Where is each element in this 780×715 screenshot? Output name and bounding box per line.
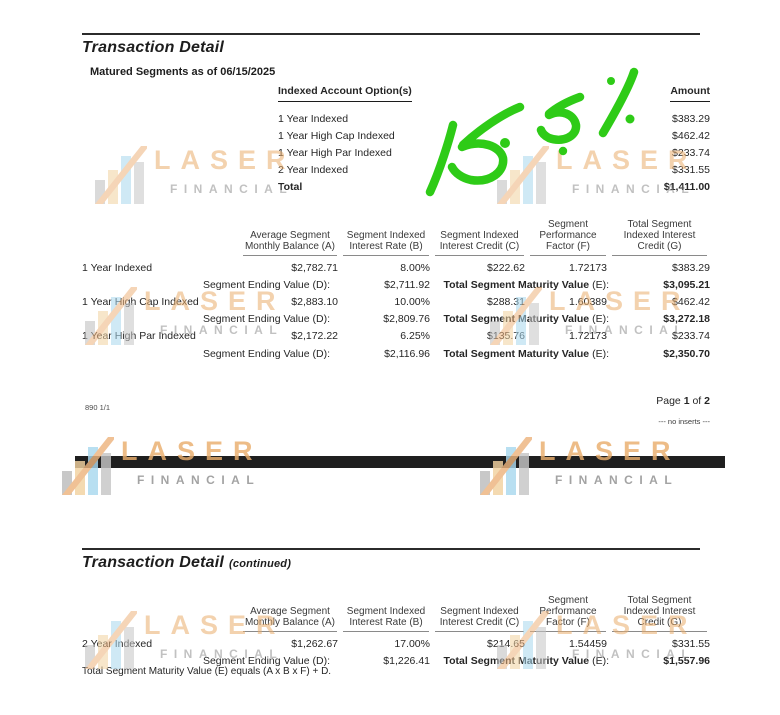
segment-ending-value-label: Segment Ending Value (D):: [202, 313, 330, 326]
amount-header: Amount: [670, 85, 710, 102]
segment-ending-value: $2,809.76: [383, 313, 430, 326]
cell-g: $233.74: [672, 330, 710, 343]
segment-label: 1 Year High Cap Indexed: [82, 295, 199, 308]
table-header-row: Average Segment Monthly Balance (A) Segm…: [82, 590, 710, 632]
cell-g: $462.42: [672, 295, 710, 308]
section-subtitle: Matured Segments as of 06/15/2025: [90, 66, 276, 78]
inserts-note: --- no inserts ---: [658, 417, 710, 426]
summary-row: 1 Year High Cap Indexed $462.42: [278, 127, 710, 144]
table-row: 2 Year Indexed $1,262.67 17.00% $214.65 …: [82, 635, 710, 652]
cell-a: $2,883.10: [291, 295, 338, 308]
summary-header-row: Indexed Account Option(s) Amount: [278, 85, 710, 105]
table-subrow: Segment Ending Value (D): $2,809.76 Tota…: [82, 311, 710, 328]
cell-f: 1.72173: [569, 330, 607, 343]
maturity-value-label: Total Segment Maturity Value (E):: [443, 347, 609, 360]
option-amount: $462.42: [672, 129, 710, 142]
cell-b: 10.00%: [394, 295, 430, 308]
segment-ending-value: $2,711.92: [384, 278, 430, 291]
option-amount: $383.29: [672, 112, 710, 125]
page-title-continued: Transaction Detail (continued): [82, 554, 292, 571]
option-name: 2 Year Indexed: [278, 163, 349, 176]
option-name: 1 Year High Cap Indexed: [278, 129, 395, 142]
cell-a: $1,262.67: [291, 637, 338, 650]
col-header-c: Segment Indexed Interest Credit (C): [435, 230, 524, 256]
page-title: Transaction Detail: [82, 39, 225, 56]
col-header-b: Segment Indexed Interest Rate (B): [343, 606, 429, 632]
option-amount: $233.74: [672, 146, 710, 159]
col-header-f: Segment Performance Factor (F): [530, 219, 606, 256]
segment-ending-value: $1,226.41: [383, 654, 430, 667]
segment-label: 1 Year Indexed: [82, 261, 153, 274]
segment-label: 2 Year Indexed: [82, 637, 153, 650]
segment-label: 1 Year High Par Indexed: [82, 330, 196, 343]
table-subrow: Segment Ending Value (D): $2,116.96 Tota…: [82, 345, 710, 362]
summary-total-row: Total $1,411.00: [278, 178, 710, 195]
maturity-value-label: Total Segment Maturity Value (E):: [443, 313, 609, 326]
col-header-b: Segment Indexed Interest Rate (B): [343, 230, 429, 256]
matured-segments-table: Average Segment Monthly Balance (A) Segm…: [82, 214, 710, 362]
maturity-value: $3,095.21: [663, 278, 710, 291]
summary-row: 1 Year High Par Indexed $233.74: [278, 144, 710, 161]
cell-f: 1.72173: [569, 261, 607, 274]
cell-b: 8.00%: [400, 261, 430, 274]
cell-a: $2,172.22: [291, 330, 338, 343]
cell-a: $2,782.71: [291, 261, 338, 274]
watermark-financial-text: FINANCIAL: [137, 473, 261, 487]
watermark-financial-text: FINANCIAL: [170, 182, 294, 196]
summary-row: 2 Year Indexed $331.55: [278, 161, 710, 178]
maturity-value: $1,557.96: [663, 654, 710, 667]
cell-c: $214.65: [487, 637, 525, 650]
option-name: 1 Year High Par Indexed: [278, 146, 392, 159]
total-amount: $1,411.00: [663, 180, 710, 193]
segment-ending-value: $2,116.96: [384, 347, 430, 360]
col-header-a: Average Segment Monthly Balance (A): [243, 606, 337, 632]
segment-ending-value-label: Segment Ending Value (D):: [202, 347, 330, 360]
maturity-value-label: Total Segment Maturity Value (E):: [443, 278, 609, 291]
form-code: 890 1/1: [85, 403, 111, 412]
cell-c: $135.76: [487, 330, 525, 343]
cell-g: $331.55: [672, 637, 710, 650]
watermark-financial-text: FINANCIAL: [555, 473, 679, 487]
table-row: 1 Year Indexed $2,782.71 8.00% $222.62 1…: [82, 259, 710, 276]
option-amount: $331.55: [672, 163, 710, 176]
option-name: 1 Year Indexed: [278, 112, 349, 125]
col-header-f: Segment Performance Factor (F): [530, 595, 606, 632]
page-indicator: Page 1 of 2: [656, 395, 710, 407]
segment-ending-value-label: Segment Ending Value (D):: [202, 654, 330, 667]
summary-row: 1 Year Indexed $383.29: [278, 110, 710, 127]
table-header-row: Average Segment Monthly Balance (A) Segm…: [82, 214, 710, 256]
segment-ending-value-label: Segment Ending Value (D):: [202, 278, 330, 291]
page-separator-bar: [75, 456, 725, 468]
watermark-laser-text: LASER: [154, 145, 296, 175]
cell-c: $222.62: [487, 261, 525, 274]
cell-c: $288.31: [487, 295, 525, 308]
maturity-value: $2,350.70: [663, 347, 710, 360]
maturity-formula-footnote: Total Segment Maturity Value (E) equals …: [82, 666, 332, 677]
total-label: Total: [278, 180, 303, 193]
table-subrow: Segment Ending Value (D): $1,226.41 Tota…: [82, 652, 710, 669]
col-header-c: Segment Indexed Interest Credit (C): [435, 606, 524, 632]
maturity-value-label: Total Segment Maturity Value (E):: [443, 654, 609, 667]
col-header-a: Average Segment Monthly Balance (A): [243, 230, 337, 256]
annotation-percent-dot-top: [607, 77, 615, 85]
cell-f: 1.60389: [569, 295, 607, 308]
title-rule: [82, 33, 700, 35]
cell-g: $383.29: [672, 261, 710, 274]
cell-f: 1.54459: [569, 637, 607, 650]
table-row: 1 Year High Cap Indexed $2,883.10 10.00%…: [82, 293, 710, 310]
options-header: Indexed Account Option(s): [278, 85, 412, 102]
continued-label: (continued): [229, 558, 292, 570]
bar-chart-logo-icon: [95, 146, 147, 204]
cell-b: 17.00%: [394, 637, 430, 650]
title-rule: [82, 548, 700, 550]
table-subrow: Segment Ending Value (D): $2,711.92 Tota…: [82, 276, 710, 293]
cell-b: 6.25%: [400, 330, 430, 343]
col-header-g: Total Segment Indexed Interest Credit (G…: [612, 595, 707, 632]
col-header-g: Total Segment Indexed Interest Credit (G…: [612, 219, 707, 256]
table-row: 1 Year High Par Indexed $2,172.22 6.25% …: [82, 328, 710, 345]
matured-segments-table-continued: Average Segment Monthly Balance (A) Segm…: [82, 590, 710, 669]
indexed-account-summary: Indexed Account Option(s) Amount 1 Year …: [278, 85, 710, 195]
maturity-value: $3,272.18: [663, 313, 710, 326]
